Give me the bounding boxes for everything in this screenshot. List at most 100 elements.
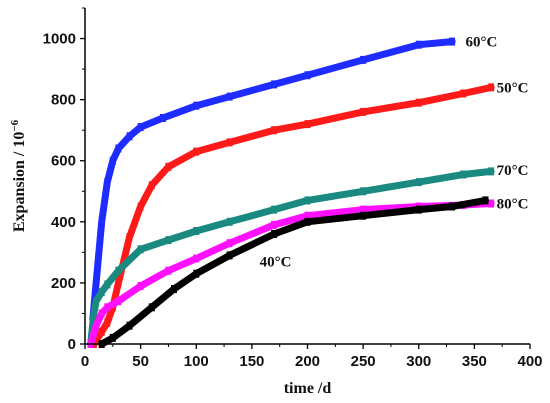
data-point	[90, 309, 97, 318]
data-point	[460, 89, 467, 98]
data-point	[115, 297, 122, 306]
series-label: 80°C	[497, 196, 529, 212]
data-point	[93, 278, 100, 287]
data-point	[415, 178, 422, 187]
data-point	[304, 217, 311, 226]
data-point	[488, 199, 495, 208]
series-label: 60°C	[465, 35, 497, 51]
x-tick-label: 50	[132, 353, 149, 370]
data-point	[137, 245, 144, 254]
data-point	[271, 80, 278, 89]
series-line	[89, 38, 456, 324]
data-point	[304, 120, 311, 129]
data-point	[271, 126, 278, 135]
data-point	[360, 211, 367, 220]
data-point	[137, 282, 144, 290]
x-tick-label: 150	[239, 353, 264, 370]
data-point	[193, 147, 200, 156]
data-point	[193, 254, 200, 263]
y-tick-label: 1000	[43, 31, 76, 48]
data-point	[104, 303, 111, 312]
y-tick-label: 800	[51, 92, 76, 109]
data-point	[165, 162, 172, 171]
data-point	[226, 217, 233, 226]
data-point	[171, 285, 177, 293]
data-point	[226, 251, 233, 260]
data-point	[482, 196, 489, 205]
axes: 0 50 100 150 200 250 300 350 400 0 200 400 600 800 100…	[43, 7, 543, 370]
data-point	[449, 202, 456, 211]
data-point	[360, 107, 367, 116]
y-tick-label: 200	[51, 275, 76, 292]
data-point	[360, 205, 367, 214]
data-point	[115, 266, 122, 275]
data-point	[193, 269, 200, 278]
x-tick-label: 0	[81, 353, 89, 370]
data-point	[98, 288, 105, 297]
data-point	[226, 92, 233, 101]
data-point	[271, 205, 278, 214]
y-axis-title-main: Expansion / 10	[11, 132, 28, 232]
data-point	[98, 217, 105, 226]
series-2	[87, 167, 495, 348]
data-point	[165, 236, 172, 245]
data-point	[226, 239, 233, 248]
data-point	[415, 205, 422, 214]
data-point	[148, 303, 155, 312]
data-point	[488, 83, 495, 92]
data-point	[98, 309, 105, 318]
x-tick-label: 350	[462, 353, 487, 370]
y-axis-title-exponent: −6	[9, 119, 21, 131]
plot-area	[87, 37, 495, 348]
data-point	[93, 321, 100, 330]
x-tick-label: 200	[295, 353, 320, 370]
data-point	[449, 37, 456, 46]
data-point	[126, 132, 133, 141]
series-3	[87, 199, 495, 348]
data-point	[104, 318, 111, 327]
y-axis-title: Expansion / 10−6	[9, 119, 28, 232]
data-point	[415, 98, 422, 107]
data-point	[193, 101, 200, 110]
data-point	[137, 202, 144, 211]
data-point	[109, 156, 116, 165]
x-tick-label: 100	[184, 353, 209, 370]
data-point	[115, 278, 122, 287]
data-point	[193, 227, 200, 235]
x-tick-label: 400	[517, 353, 542, 370]
y-tick-label: 0	[68, 336, 76, 353]
data-point	[271, 220, 278, 229]
data-point	[98, 327, 105, 336]
data-point	[137, 123, 144, 132]
data-point	[304, 211, 311, 220]
data-point	[271, 230, 278, 238]
x-tick-label: 250	[351, 353, 376, 370]
x-tick-label: 300	[406, 353, 431, 370]
data-point	[159, 114, 166, 122]
y-tick-label: 600	[51, 153, 76, 170]
data-point	[165, 266, 172, 275]
data-point	[360, 55, 367, 64]
data-point	[126, 233, 133, 242]
data-point	[460, 170, 467, 179]
data-point	[415, 40, 422, 49]
data-point	[93, 297, 100, 306]
y-tick-label: 400	[51, 214, 76, 231]
series-label: 40°C	[260, 255, 292, 271]
series-line	[87, 167, 495, 348]
data-point	[360, 187, 367, 196]
data-point	[488, 167, 495, 176]
data-point	[104, 178, 111, 187]
data-point	[115, 144, 122, 153]
series-label: 70°C	[497, 163, 529, 179]
data-point	[126, 321, 133, 330]
data-point	[104, 280, 111, 289]
data-point	[109, 333, 116, 342]
data-point	[304, 71, 311, 80]
series-label: 50°C	[497, 80, 529, 96]
data-point	[226, 138, 233, 147]
data-point	[148, 181, 155, 190]
data-point	[304, 196, 311, 205]
x-axis-title: time /d	[284, 380, 332, 397]
